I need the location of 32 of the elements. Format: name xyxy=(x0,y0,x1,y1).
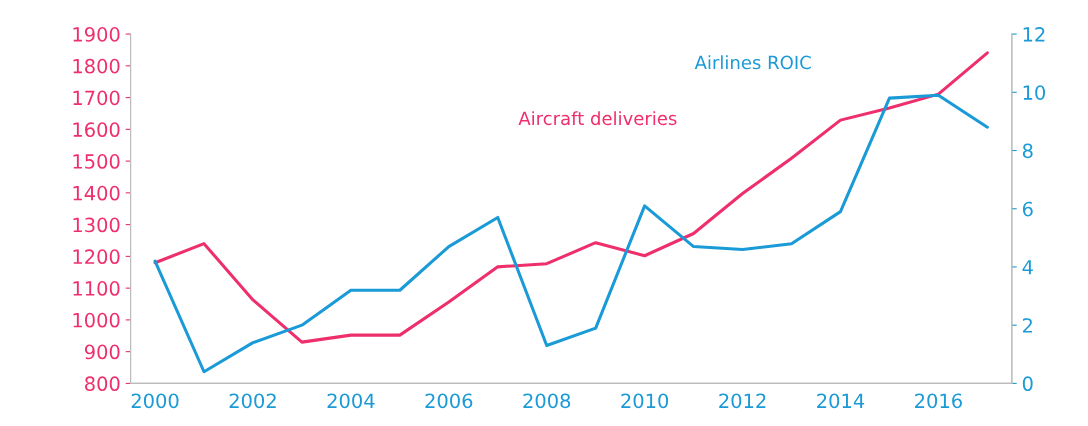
y2-tick-label: 2 xyxy=(1022,318,1032,333)
y2-tick-label: 10 xyxy=(1023,85,1046,100)
y-tick-label: 1300 xyxy=(73,217,120,233)
x-tick-label: 2008 xyxy=(523,393,571,409)
y-tick-label: 1500 xyxy=(73,154,120,169)
y-tick-label: 1700 xyxy=(73,90,120,106)
line-series xyxy=(153,51,989,344)
y2-tick-label: 4 xyxy=(1022,260,1033,275)
x-tick-label: 2002 xyxy=(229,393,276,409)
y-tick-label: 1200 xyxy=(73,249,120,265)
y-tick-label: 1800 xyxy=(73,58,120,74)
line-series xyxy=(153,93,989,374)
text: Aircraft deliveries xyxy=(518,111,677,126)
x-tick-label: 2016 xyxy=(915,393,962,409)
y-tick-label: 1600 xyxy=(73,122,120,138)
y-tick-label: 900 xyxy=(84,344,120,360)
y2-tick-label: 12 xyxy=(1023,27,1045,42)
y2-tick-label: 0 xyxy=(1022,376,1033,392)
x-tick-label: 2010 xyxy=(621,393,669,409)
text: Airlines ROIC xyxy=(694,55,811,70)
x-tick-label: 2004 xyxy=(327,393,375,409)
y-tick-label: 1100 xyxy=(73,281,120,296)
y-tick-label: 1900 xyxy=(73,27,120,42)
y-tick-label: 1400 xyxy=(73,185,120,201)
x-tick-label: 2006 xyxy=(425,393,473,409)
y-tick-label: 1000 xyxy=(73,312,120,328)
x-tick-label: 2014 xyxy=(817,393,865,409)
y2-tick-label: 8 xyxy=(1022,143,1033,159)
y2-tick-label: 6 xyxy=(1022,201,1033,217)
x-tick-label: 2000 xyxy=(131,393,179,409)
x-tick-label: 2012 xyxy=(719,393,766,409)
y-tick-label: 800 xyxy=(85,376,120,392)
